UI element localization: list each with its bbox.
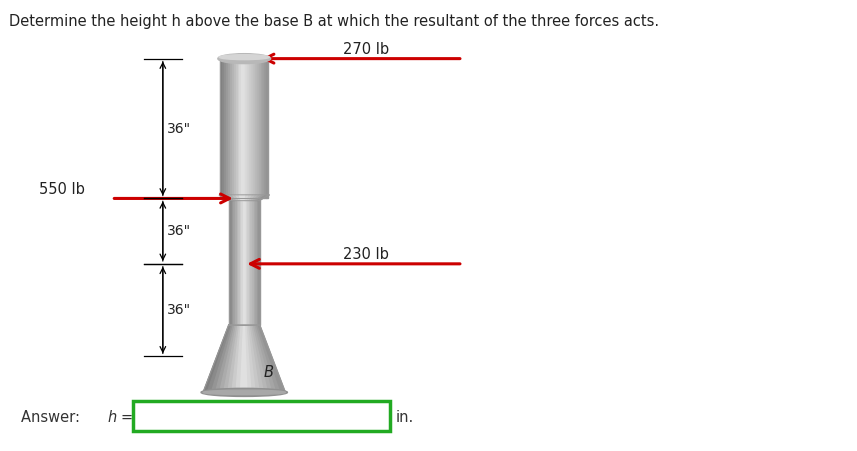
Text: B: B [264,364,274,380]
Polygon shape [251,195,260,201]
Polygon shape [245,195,249,201]
Polygon shape [242,59,243,198]
Polygon shape [238,198,240,325]
Polygon shape [232,195,239,201]
Polygon shape [251,59,253,198]
Polygon shape [256,198,258,325]
Polygon shape [258,325,285,392]
Polygon shape [249,325,261,392]
Text: Determine the height h above the base B at which the resultant of the three forc: Determine the height h above the base B … [9,14,659,28]
Ellipse shape [201,388,287,396]
Ellipse shape [203,390,285,395]
Text: 36": 36" [167,303,191,317]
Polygon shape [235,198,237,325]
Polygon shape [230,59,231,198]
Polygon shape [254,325,273,392]
Polygon shape [241,198,243,325]
Polygon shape [215,325,235,392]
Polygon shape [250,198,252,325]
Text: Answer:: Answer: [21,410,85,425]
Polygon shape [223,195,233,201]
Polygon shape [259,59,261,198]
Polygon shape [233,198,235,325]
Polygon shape [248,198,249,325]
Polygon shape [252,325,269,392]
Polygon shape [255,325,277,392]
Polygon shape [243,198,244,325]
Polygon shape [249,198,250,325]
Text: 36": 36" [167,224,191,238]
Polygon shape [240,325,244,392]
Polygon shape [252,198,254,325]
Text: 230 lb: 230 lb [343,247,389,262]
Ellipse shape [219,55,269,60]
Polygon shape [265,59,267,198]
Polygon shape [258,198,260,325]
Polygon shape [212,325,233,392]
Polygon shape [219,325,237,392]
Polygon shape [236,59,237,198]
Polygon shape [207,325,232,392]
Polygon shape [228,325,240,392]
Polygon shape [253,195,263,201]
Polygon shape [239,59,242,198]
Polygon shape [222,59,224,198]
Polygon shape [243,195,246,201]
Polygon shape [203,325,231,392]
Polygon shape [254,198,255,325]
Polygon shape [249,195,256,201]
Polygon shape [247,59,249,198]
Polygon shape [236,195,242,201]
Text: 550 lb: 550 lb [39,182,85,197]
Polygon shape [255,198,256,325]
Polygon shape [220,59,222,198]
Polygon shape [257,59,259,198]
Polygon shape [246,325,253,392]
Polygon shape [255,59,257,198]
Polygon shape [228,59,230,198]
Polygon shape [243,59,245,198]
Polygon shape [244,198,246,325]
Text: 36": 36" [167,121,191,136]
Polygon shape [225,195,236,201]
Polygon shape [244,325,249,392]
Ellipse shape [218,54,271,64]
Polygon shape [253,59,255,198]
Polygon shape [226,59,228,198]
Polygon shape [231,59,234,198]
Polygon shape [229,195,237,201]
Polygon shape [262,59,265,198]
Text: in.: in. [396,410,414,425]
Polygon shape [240,198,241,325]
Polygon shape [237,59,239,198]
Polygon shape [256,325,281,392]
Polygon shape [261,59,262,198]
Polygon shape [249,59,251,198]
Polygon shape [267,59,268,198]
Polygon shape [250,325,265,392]
Polygon shape [232,325,241,392]
Polygon shape [219,195,231,201]
Polygon shape [232,198,233,325]
Polygon shape [224,325,238,392]
Polygon shape [224,59,226,198]
Polygon shape [248,325,256,392]
Polygon shape [237,198,238,325]
Polygon shape [234,59,236,198]
Polygon shape [231,198,232,325]
Polygon shape [239,195,243,201]
Polygon shape [247,195,253,201]
Polygon shape [246,198,248,325]
Text: 270 lb: 270 lb [343,42,389,57]
Text: $h$ =: $h$ = [107,409,134,425]
FancyBboxPatch shape [133,401,390,431]
Polygon shape [236,325,243,392]
Polygon shape [257,195,269,201]
Polygon shape [245,59,247,198]
Polygon shape [229,198,231,325]
Polygon shape [255,195,266,201]
